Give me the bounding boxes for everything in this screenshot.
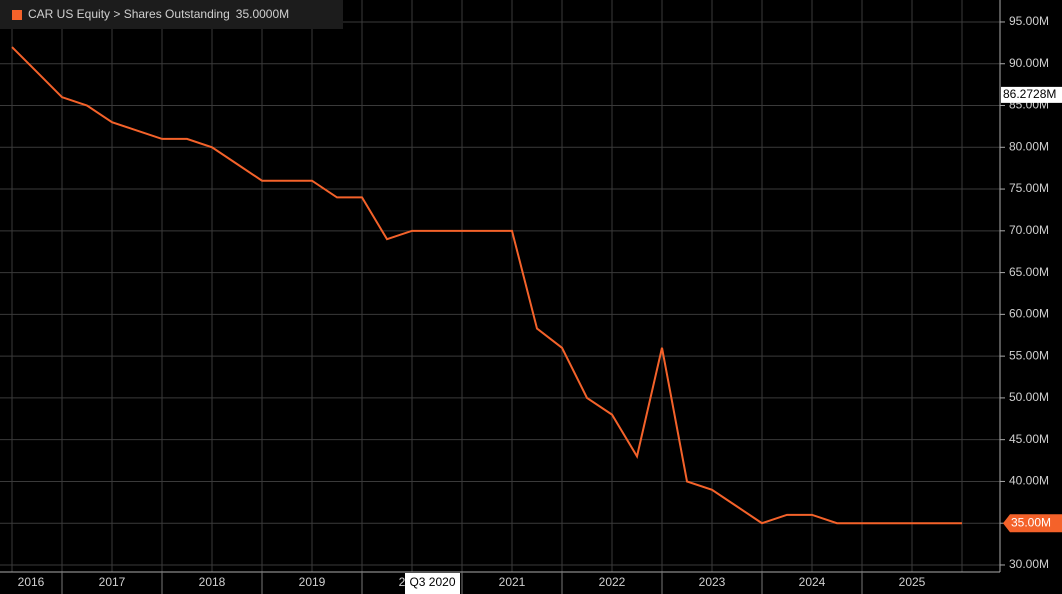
- y-tick-label: 60.00M: [1009, 307, 1049, 321]
- y-tick-label: 65.00M: [1009, 265, 1049, 279]
- marker-box: [1001, 86, 1062, 103]
- axis-marker: 35.00M: [1003, 514, 1062, 533]
- cursor-box: [405, 573, 460, 594]
- y-tick-label: 80.00M: [1009, 139, 1049, 153]
- cursor-label: Q3 2020: [409, 575, 455, 589]
- y-tick-label: 75.00M: [1009, 181, 1049, 195]
- x-tick-label: 2021: [499, 575, 526, 589]
- series-line: [11, 46, 962, 525]
- y-tick-label: 45.00M: [1009, 432, 1049, 446]
- y-tick-label: 70.00M: [1009, 223, 1049, 237]
- legend-value: 35.0000M: [236, 7, 289, 21]
- marker-tag: [1003, 514, 1062, 533]
- x-tick-label: 2022: [599, 575, 626, 589]
- y-tick-label: 90.00M: [1009, 56, 1049, 70]
- axis-marker: 86.2728M: [1001, 86, 1062, 103]
- x-tick-label: 2018: [199, 575, 226, 589]
- x-tick-label: 2017: [99, 575, 126, 589]
- y-tick-label: 55.00M: [1009, 348, 1049, 362]
- legend-label: CAR US Equity > Shares Outstanding 35.000…: [28, 7, 289, 21]
- marker-label: 35.00M: [1011, 515, 1051, 529]
- legend-box: [0, 0, 343, 29]
- x-tick-label: 2023: [699, 575, 726, 589]
- y-tick-label: 30.00M: [1009, 557, 1049, 571]
- y-tick-label: 95.00M: [1009, 14, 1049, 28]
- y-tick-label: 40.00M: [1009, 474, 1049, 488]
- y-tick-label: 50.00M: [1009, 390, 1049, 404]
- x-tick-label: 2016: [18, 575, 45, 589]
- x-tick-label: 2024: [799, 575, 826, 589]
- legend-swatch: [12, 10, 22, 20]
- x-tick-label: 2019: [299, 575, 326, 589]
- marker-label: 86.2728M: [1003, 87, 1056, 101]
- legend-name: CAR US Equity > Shares Outstanding: [28, 7, 230, 21]
- x-tick-label: 2025: [899, 575, 926, 589]
